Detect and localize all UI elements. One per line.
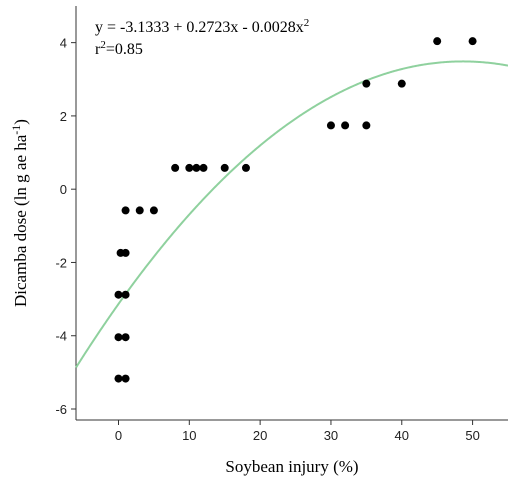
x-tick-label: 40	[395, 428, 409, 443]
data-point	[149, 206, 158, 215]
y-axis-label-exponent: -1	[9, 125, 23, 135]
x-tick-label: 20	[253, 428, 267, 443]
data-point	[114, 374, 123, 383]
data-point	[433, 37, 442, 46]
data-point	[171, 163, 180, 172]
y-axis-label-main: Dicamba dose (ln g ae ha	[11, 134, 30, 307]
x-tick-label: 0	[115, 428, 122, 443]
data-point	[362, 79, 371, 88]
y-tick-label: 0	[60, 182, 67, 197]
ticks: 0 10 20 30 40 50 -6 -4 -2 0 2 4	[55, 36, 479, 443]
data-point	[341, 121, 350, 130]
data-point	[135, 206, 144, 215]
x-tick-label: 50	[465, 428, 479, 443]
y-axis-label: Dicamba dose (ln g ae ha-1)	[9, 119, 30, 307]
data-point	[397, 79, 406, 88]
r-squared: r2=0.85	[95, 39, 143, 58]
data-point	[114, 290, 123, 299]
y-tick-label: -2	[55, 255, 67, 270]
x-tick-label: 10	[182, 428, 196, 443]
data-point	[468, 37, 477, 46]
data-point	[121, 333, 130, 342]
r2-exponent: 2	[100, 39, 106, 51]
data-point	[121, 374, 130, 383]
data-point	[121, 248, 130, 257]
data-point	[326, 121, 335, 130]
r2-prefix: r	[95, 41, 101, 58]
x-tick-label: 30	[324, 428, 338, 443]
data-point	[220, 163, 229, 172]
data-point	[362, 121, 371, 130]
data-point	[121, 290, 130, 299]
equation-exponent: 2	[304, 17, 310, 29]
data-point	[121, 206, 130, 215]
r2-value: =0.85	[106, 41, 143, 58]
y-tick-label: -4	[55, 329, 67, 344]
data-point	[185, 163, 194, 172]
data-point	[114, 333, 123, 342]
x-axis-label: Soybean injury (%)	[225, 457, 358, 476]
data-points	[114, 37, 477, 383]
data-point	[199, 163, 208, 172]
y-tick-label: -6	[55, 402, 67, 417]
fit-curve	[75, 60, 508, 369]
data-point	[241, 163, 250, 172]
fit-equation: y = -3.1333 + 0.2723x - 0.0028x2	[95, 17, 309, 36]
y-axis-label-close: )	[11, 119, 30, 125]
axes	[75, 6, 508, 421]
equation-main: y = -3.1333 + 0.2723x - 0.0028x	[95, 19, 304, 36]
data-point	[192, 163, 201, 172]
y-tick-label: 2	[60, 109, 67, 124]
y-tick-label: 4	[60, 36, 67, 51]
